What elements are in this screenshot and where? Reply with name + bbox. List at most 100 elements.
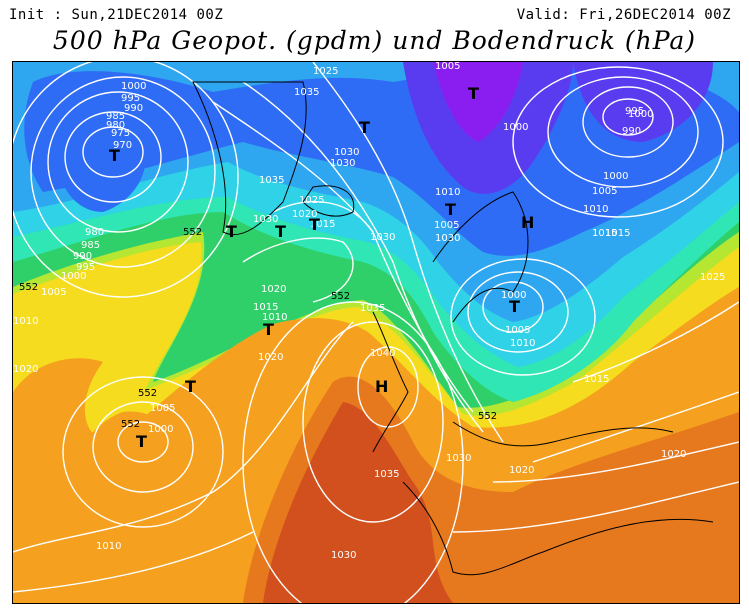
- low-center-marker: T: [136, 432, 147, 451]
- low-center-marker: T: [275, 222, 286, 241]
- isobar: [467, 271, 569, 353]
- pressure-label: 970: [113, 140, 132, 151]
- pressure-label: 1005: [434, 220, 459, 231]
- pressure-label: 1005: [592, 186, 617, 197]
- geopotential-labels: 552 552 552 552 552 552: [19, 227, 497, 430]
- pressure-label: 1000: [61, 271, 86, 282]
- geopot-label: 552: [183, 227, 202, 238]
- pressure-label: 1020: [509, 465, 534, 476]
- pressure-label: 1010: [435, 187, 460, 198]
- greenland-coast: [192, 81, 307, 236]
- pressure-label: 1000: [501, 290, 526, 301]
- pressure-label: 995: [625, 106, 644, 117]
- pressure-label: 990: [622, 126, 641, 137]
- chart-title: 500 hPa Geopot. (gpdm) und Bodendruck (h…: [52, 26, 697, 55]
- uk-coast: [372, 311, 409, 453]
- isobar: [547, 76, 699, 188]
- isobar: [242, 301, 464, 603]
- low-center-marker: T: [226, 222, 237, 241]
- isobar: [242, 237, 354, 303]
- pressure-label: 1010: [96, 541, 121, 552]
- geopot-label: 552: [138, 388, 157, 399]
- isobar: [302, 321, 444, 523]
- pressure-label: 1015: [584, 374, 609, 385]
- pressure-label: 975: [111, 128, 130, 139]
- isobar: [312, 62, 504, 443]
- field-violet-west: [53, 119, 146, 212]
- pressure-label: 980: [85, 227, 104, 238]
- isobar: [47, 91, 189, 233]
- pressure-label: 1035: [374, 469, 399, 480]
- isobar: [482, 281, 544, 333]
- map-canvas: 552 552 552 552 552 552 1000 995 990 985…: [13, 62, 739, 603]
- isobar: [512, 66, 724, 218]
- isobar: [452, 481, 739, 533]
- field-red-orange: [263, 402, 453, 603]
- pressure-label: 1000: [121, 81, 146, 92]
- isobar: [492, 441, 739, 483]
- isobar: [572, 301, 739, 383]
- pressure-label: 1020: [258, 352, 283, 363]
- pressure-label: 1000: [503, 122, 528, 133]
- isobar: [82, 126, 144, 178]
- pressure-label: 1035: [360, 303, 385, 314]
- isobar: [602, 98, 654, 136]
- pressure-label: 1030: [446, 453, 471, 464]
- iceland-coast: [302, 185, 355, 217]
- isobar: [242, 81, 484, 433]
- pressure-label: 1010: [13, 316, 38, 327]
- pressure-label: 1005: [435, 62, 460, 72]
- pressure-label: 1000: [628, 109, 653, 120]
- isobar: [582, 86, 674, 158]
- pressure-label: 1020: [661, 449, 686, 460]
- pressure-label: 1015: [605, 228, 630, 239]
- pressure-label: 1030: [331, 550, 356, 561]
- pressure-label: 1030: [253, 214, 278, 225]
- pressure-label: 1015: [253, 302, 278, 313]
- baltic-coast: [452, 421, 674, 447]
- pressure-label: 1035: [294, 87, 319, 98]
- low-center-marker: T: [445, 200, 456, 219]
- pressure-label: 990: [73, 251, 92, 262]
- low-center-marker: T: [185, 377, 196, 396]
- europe-coast: [402, 481, 714, 576]
- pressure-label: 1015: [310, 219, 335, 230]
- isobar: [117, 421, 169, 463]
- pressure-label: 1005: [150, 403, 175, 414]
- pressure-label: 1000: [148, 424, 173, 435]
- pressure-label: 1040: [370, 348, 395, 359]
- pressure-label: 1020: [261, 284, 286, 295]
- init-time: Init : Sun,21DEC2014 00Z: [9, 7, 224, 23]
- pressure-labels: 1000 995 990 985 980 975 970 980 985 990…: [13, 62, 725, 561]
- geopot-label: 552: [19, 282, 38, 293]
- pressure-label: 1030: [370, 232, 395, 243]
- pressure-centers: T T T T T T T T T T T H H: [109, 84, 534, 451]
- scandinavia-coast: [432, 191, 529, 323]
- isobar: [30, 76, 216, 268]
- geopot-label: 552: [331, 291, 350, 302]
- pressure-label: 1035: [259, 175, 284, 186]
- pressure-label: 1020: [292, 209, 317, 220]
- pressure-label: 1000: [603, 171, 628, 182]
- isobar: [64, 111, 162, 203]
- pressure-label: 1025: [299, 195, 324, 206]
- isobar: [92, 401, 194, 493]
- pressure-label: 1020: [13, 364, 38, 375]
- pressure-label: 1010: [510, 338, 535, 349]
- isobar: [272, 200, 374, 233]
- pressure-label: 990: [124, 103, 143, 114]
- pressure-label: 995: [121, 93, 140, 104]
- isobar: [13, 321, 354, 553]
- low-center-marker: T: [109, 146, 120, 165]
- geopot-label: 552: [478, 411, 497, 422]
- pressure-label: 1025: [700, 272, 725, 283]
- pressure-label: 1010: [262, 312, 287, 323]
- valid-time: Valid: Fri,26DEC2014 00Z: [516, 7, 731, 23]
- geopot-label: 552: [121, 419, 140, 430]
- low-center-marker: T: [263, 320, 274, 339]
- coastlines: [192, 81, 714, 576]
- pressure-label: 980: [106, 120, 125, 131]
- pressure-label: 995: [76, 262, 95, 273]
- high-center-marker: H: [521, 213, 534, 232]
- low-center-marker: T: [468, 84, 479, 103]
